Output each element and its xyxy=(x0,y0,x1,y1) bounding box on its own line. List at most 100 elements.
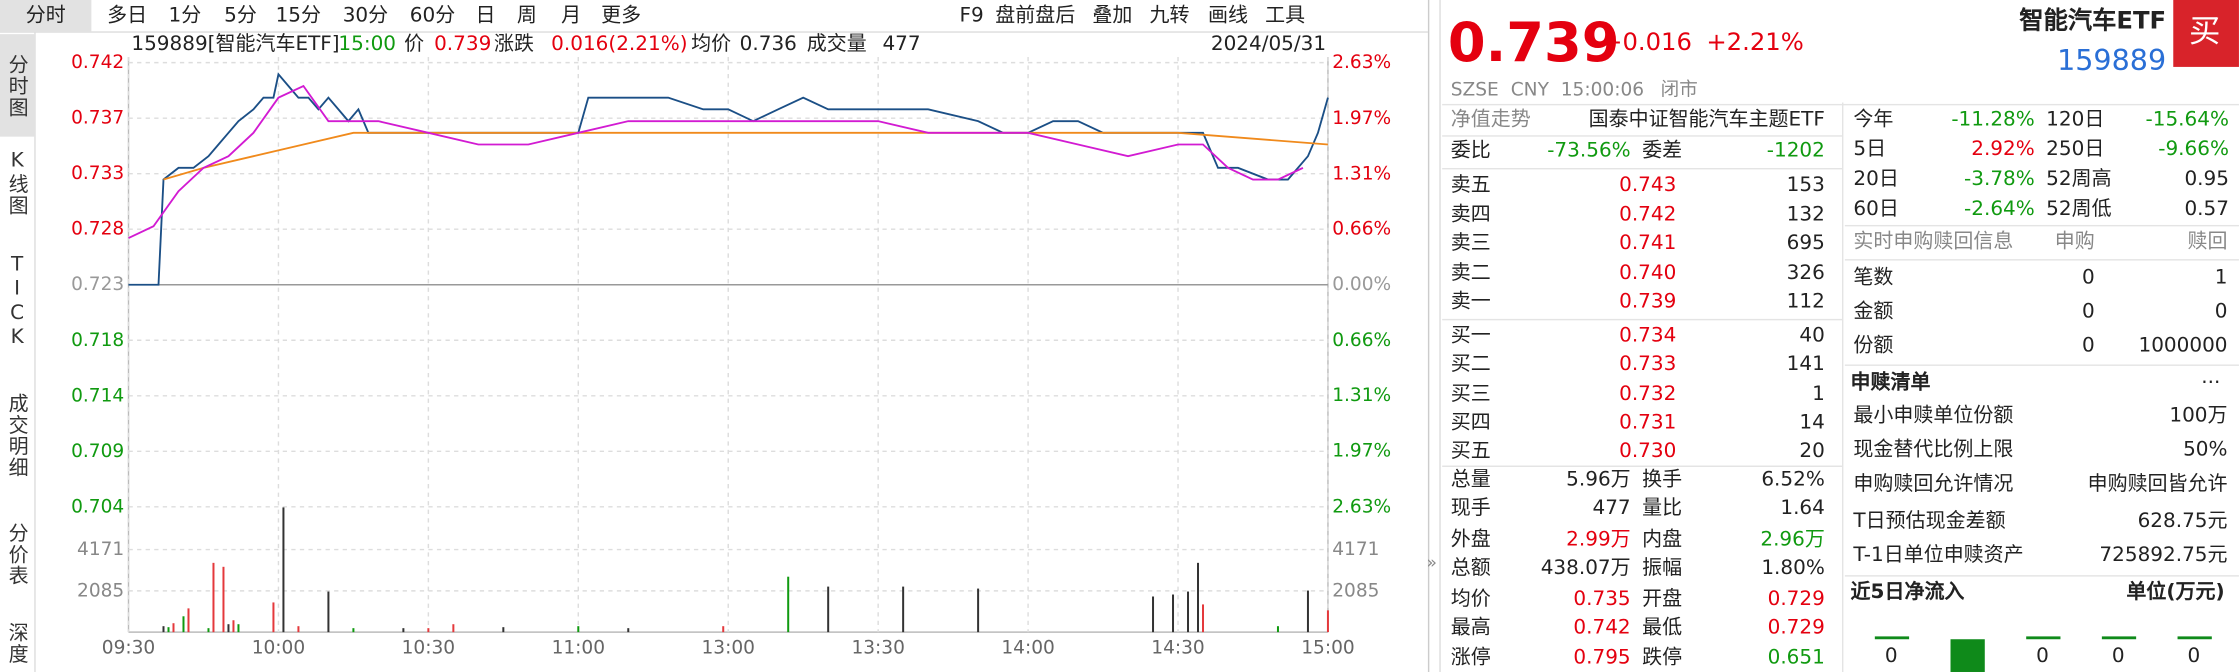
side-tab[interactable]: TICK xyxy=(5,253,29,351)
inflow-bar xyxy=(2026,636,2061,640)
volume-bar xyxy=(222,566,225,633)
cr-value: 0 xyxy=(2214,300,2228,324)
toolbar-tab[interactable]: 月 xyxy=(561,4,582,28)
toolbar-tool[interactable]: 画线 xyxy=(1208,4,1248,28)
order-price: 0.739 xyxy=(1619,290,1677,314)
x-tick-label: 13:00 xyxy=(702,637,755,658)
volume-bar xyxy=(627,628,630,633)
list-label: 最小申赎单位份额 xyxy=(1853,404,2014,428)
y-tick-label-right: 2085 xyxy=(1332,580,1379,601)
x-tick-label: 15:00 xyxy=(1301,637,1354,658)
order-volume: 40 xyxy=(1799,324,1825,348)
volume-bar xyxy=(427,628,430,633)
toolbar-tool[interactable]: 盘前盘后 xyxy=(995,4,1076,28)
collapse-arrow[interactable]: » xyxy=(1426,552,1437,573)
volume-bar xyxy=(722,626,725,633)
volume-bar xyxy=(902,586,905,633)
toolbar-tab[interactable]: 60分 xyxy=(409,4,456,28)
y2-tick-label: 1.97% xyxy=(1332,108,1391,129)
volume-bar xyxy=(1187,591,1190,633)
cr-label: 份额 xyxy=(1853,334,1894,358)
cr-value: 0 xyxy=(2081,334,2095,358)
order-label: 买五 xyxy=(1450,439,1491,463)
last-price: 0.739 xyxy=(1447,11,1620,75)
toolbar-tool[interactable]: 工具 xyxy=(1265,4,1306,28)
buy-button[interactable]: 买 xyxy=(2188,14,2221,50)
stat-value: 0.729 xyxy=(1767,587,1825,611)
side-tab[interactable]: 分时图 xyxy=(0,34,35,137)
perf-value: 0.57 xyxy=(2184,197,2229,221)
stat-value: 2.99万 xyxy=(1566,528,1631,551)
separator xyxy=(1442,135,1842,137)
order-label: 卖一 xyxy=(1450,290,1491,314)
toolbar-tab[interactable]: 30分 xyxy=(342,4,389,28)
chart-header-volume: 477 xyxy=(882,32,921,56)
y-tick-label: 0.704 xyxy=(71,496,124,517)
intraday-chart: 09:30 10:00 10:30 11:00 13:00 13:30 14:00 14:30… xyxy=(71,52,1391,658)
volume-bar xyxy=(977,588,980,633)
separator xyxy=(1844,575,2239,577)
stat-value: 0.651 xyxy=(1767,646,1825,670)
buy-button-bg[interactable] xyxy=(2173,0,2239,67)
stat-label: 振幅 xyxy=(1642,556,1683,580)
toolbar-tab[interactable]: 周 xyxy=(516,4,537,28)
volume-bar xyxy=(187,608,190,633)
fund-name: 智能汽车ETF xyxy=(2019,7,2167,36)
creation-list-title: 申赎清单 xyxy=(1850,371,1931,395)
y-tick-label: 0.718 xyxy=(71,330,124,351)
chart-header-change: 0.016(2.21%) xyxy=(551,32,688,56)
order-volume: 326 xyxy=(1786,261,1825,285)
toolbar-tool[interactable]: 九转 xyxy=(1149,4,1190,28)
inflow-bar xyxy=(2101,636,2137,640)
chart-header-name: 159889[智能汽车ETF] xyxy=(131,32,340,56)
perf-label: 20日 xyxy=(1853,167,1899,191)
toolbar-tab[interactable]: 日 xyxy=(475,4,496,28)
ratio-label: 委比 xyxy=(1450,139,1491,163)
side-tab[interactable]: 深度 xyxy=(5,622,29,665)
y-tick-label: 0.709 xyxy=(71,441,124,462)
more-button[interactable]: ··· xyxy=(2201,371,2221,395)
toolbar-tool[interactable]: 叠加 xyxy=(1092,4,1133,28)
order-volume: 141 xyxy=(1786,353,1825,376)
stat-label: 总额 xyxy=(1450,556,1491,580)
volume-bar xyxy=(452,624,455,633)
volume-bar xyxy=(1202,604,1205,633)
y-tick-label: 0.737 xyxy=(71,108,124,129)
toolbar-tab[interactable]: 分时 xyxy=(0,0,92,32)
stat-value: 0.795 xyxy=(1573,646,1631,670)
order-price: 0.731 xyxy=(1619,411,1677,435)
chart-header-change-label: 涨跌 xyxy=(494,32,535,56)
volume-bar xyxy=(172,623,175,633)
volume-bar xyxy=(282,507,285,633)
y2-tick-label: 1.31% xyxy=(1332,164,1391,185)
order-volume: 132 xyxy=(1786,203,1825,227)
volume-bar xyxy=(827,586,830,633)
stat-label: 换手 xyxy=(1642,468,1683,492)
side-tab[interactable]: 分价表 xyxy=(5,521,29,586)
y-tick-label: 0.728 xyxy=(71,219,124,240)
stat-label: 内盘 xyxy=(1642,528,1683,551)
inflow-bar xyxy=(1874,636,1910,640)
volume-bar xyxy=(327,591,330,633)
chart-header-time: 15:00 xyxy=(338,32,397,56)
volume-bar xyxy=(232,620,235,633)
stat-value: 1.80% xyxy=(1761,556,1825,580)
volume-bar xyxy=(212,562,215,633)
net-inflow-unit: 单位(万元) xyxy=(2126,580,2225,604)
toolbar-tab[interactable]: 1分 xyxy=(168,4,202,28)
side-tab[interactable]: 成交明细 xyxy=(5,392,29,479)
perf-label: 52周低 xyxy=(2046,197,2112,221)
toolbar-tab[interactable]: 更多 xyxy=(601,4,642,28)
cr-value: 0 xyxy=(2081,300,2095,324)
toolbar-tab[interactable]: 15分 xyxy=(275,4,322,28)
side-tab[interactable]: K线图 xyxy=(5,148,29,216)
volume-bar xyxy=(297,626,300,633)
stat-label: 现手 xyxy=(1450,496,1491,520)
toolbar-tab[interactable]: 5分 xyxy=(224,4,257,28)
volume-bar xyxy=(227,624,230,633)
toolbar-tool[interactable]: F9 xyxy=(959,4,984,28)
order-label: 买三 xyxy=(1450,382,1491,406)
y2-tick-label: 0.66% xyxy=(1332,330,1391,351)
order-label: 买一 xyxy=(1450,324,1491,348)
toolbar-tab[interactable]: 多日 xyxy=(107,4,148,28)
